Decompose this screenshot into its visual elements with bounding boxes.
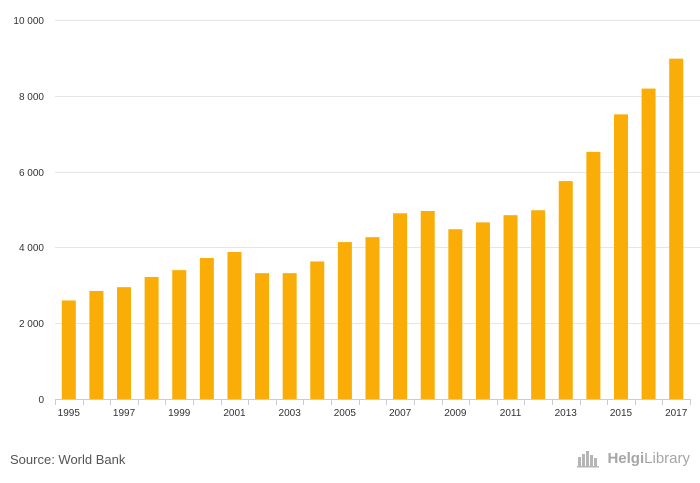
bar: 2013: 5750 [558,181,573,399]
bar: 1999: 3400 [172,270,187,399]
x-tick-label: 2001 [223,408,246,419]
bar: 2011: 4850 [503,215,518,399]
x-tick-label: 2005 [334,408,357,419]
bar: 2007: 4900 [393,213,408,399]
y-tick-label: 4 000 [19,243,44,254]
bar: 2006: 4270 [365,237,380,399]
x-tick-label: 1995 [58,408,81,419]
bar: 2005: 4140 [337,242,352,399]
bar-chart: 0 2 000 4 000 6 000 8 000 10 000 1995: 2600 199… [13,16,700,419]
bar: 2014: 6520 [586,151,601,399]
bar: 2003: 3320 [282,273,297,399]
bar: 2012: 4980 [531,210,546,399]
helgilibrary-logo-icon [577,451,600,468]
brand-name-first: Helgi [607,449,645,467]
bar: 1997: 2950 [117,287,132,399]
bar: 1995: 2600 [61,300,76,399]
source-label: Source: World Bank [10,452,126,467]
x-tick-label: 2011 [500,408,522,419]
bar: 2001: 3880 [227,251,242,399]
bar: 2010: 4660 [475,222,490,399]
y-tick-label: 0 [38,395,44,406]
y-tick-label: 10 000 [13,16,44,27]
bar: 2016: 8190 [641,88,656,399]
bar: 1996: 2850 [89,290,104,399]
x-tick-label: 1997 [113,408,136,419]
bar: 2009: 4480 [448,229,463,399]
bar: 2002: 3320 [255,273,270,399]
x-tick-label: 2003 [279,408,302,419]
brand-name-second: Library [644,449,690,467]
y-tick-label: 8 000 [19,92,44,103]
x-tick-label: 2017 [665,408,688,419]
bar: 2004: 3630 [310,261,325,399]
bar: 2015: 7510 [613,114,628,400]
x-tick-label: 2009 [444,408,467,419]
bar: 1998: 3220 [144,276,159,399]
bar: 2017: 8980 [669,58,684,399]
helgilibrary-brand[interactable]: HelgiLibrary [577,448,690,468]
y-tick-label: 6 000 [19,168,44,179]
x-tick-label: 2013 [555,408,578,419]
x-tick-label: 1999 [168,408,191,419]
x-tick-label: 2015 [610,408,633,419]
y-tick-label: 2 000 [19,319,44,330]
x-tick-label: 2007 [389,408,412,419]
bar: 2008: 4960 [420,211,435,399]
